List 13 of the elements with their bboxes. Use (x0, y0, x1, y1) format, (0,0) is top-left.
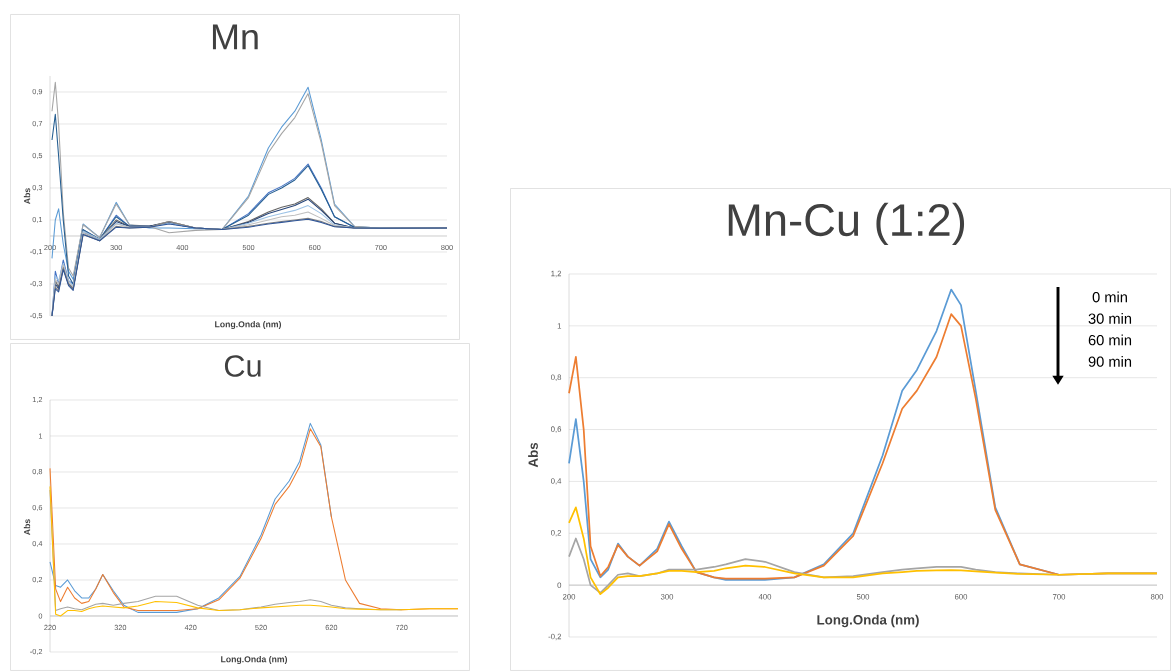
chart-title: Cu (224, 355, 261, 377)
y-axis-title: Abs (528, 442, 538, 468)
x-axis-title: Long.Onda (nm) (215, 320, 282, 330)
annotation: 60 min (1088, 334, 1132, 346)
y-axis-title: Abs (23, 519, 31, 535)
annotation: 30 min (1088, 313, 1132, 324)
y-axis-title: Abs (23, 188, 31, 204)
x-axis-title: Long.Onda (nm) (221, 655, 288, 665)
x-axis-title: Long.Onda (nm) (817, 614, 919, 628)
chart-title: Mn (212, 24, 258, 50)
chart-title: Mn-Cu (1:2) (728, 202, 965, 246)
annotation: 0 min (1092, 291, 1127, 303)
annotation: 90 min (1088, 356, 1132, 367)
